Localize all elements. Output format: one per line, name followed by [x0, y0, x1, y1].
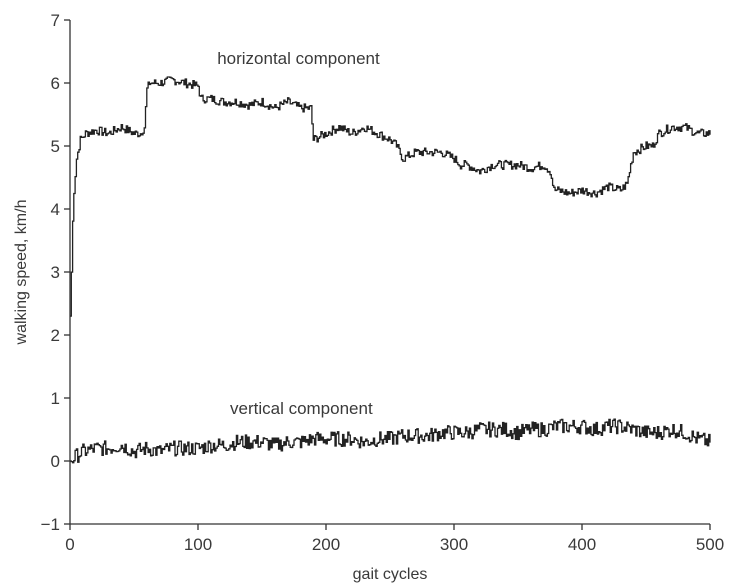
x-tick-label: 100 — [184, 535, 212, 554]
x-axis-label: gait cycles — [353, 566, 428, 583]
annotation-vertical-component: vertical component — [230, 399, 373, 418]
y-tick-label: 5 — [51, 137, 60, 156]
series-line-vertical — [70, 418, 711, 464]
y-tick-label: 4 — [51, 200, 60, 219]
y-tick-label: 3 — [51, 263, 60, 282]
y-tick-label: 1 — [51, 389, 60, 408]
annotation-layer: horizontal component vertical component — [217, 49, 380, 418]
y-axis-label: walking speed, km/h — [13, 200, 30, 346]
y-tick-label: 0 — [51, 452, 60, 471]
x-tick-label: 400 — [568, 535, 596, 554]
series-line-horizontal — [70, 76, 711, 317]
series-layer — [70, 76, 711, 464]
annotation-horizontal-component: horizontal component — [217, 49, 380, 68]
x-tick-label: 500 — [696, 535, 724, 554]
y-tick-label: 7 — [51, 11, 60, 30]
y-tick-label: 6 — [51, 74, 60, 93]
y-tick-label: −1 — [41, 515, 60, 534]
x-tick-label: 300 — [440, 535, 468, 554]
y-tick-label: 2 — [51, 326, 60, 345]
y-ticks: −1 0 1 2 3 4 5 6 7 — [41, 11, 70, 534]
x-ticks: 0 100 200 300 400 500 — [65, 524, 724, 554]
x-tick-label: 200 — [312, 535, 340, 554]
axes — [69, 20, 710, 525]
x-tick-label: 0 — [65, 535, 74, 554]
